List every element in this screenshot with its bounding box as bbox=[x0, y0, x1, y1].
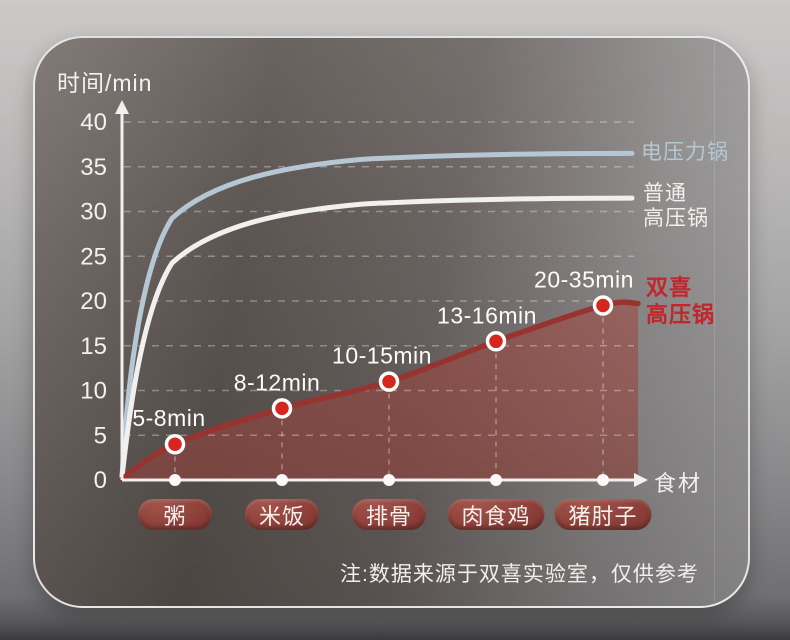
y-tick-label: 5 bbox=[94, 422, 107, 449]
y-tick-label: 0 bbox=[94, 467, 107, 494]
electric-pressure-cooker-curve bbox=[119, 150, 635, 480]
x-axis-arrow bbox=[634, 473, 648, 487]
legend-electric-pressure-cooker: 电压力锅 bbox=[641, 141, 729, 164]
data-point-猪肘子 bbox=[592, 295, 614, 316]
y-tick-label: 15 bbox=[80, 333, 107, 360]
point-label: 20-35min bbox=[534, 267, 634, 293]
point-label: 10-15min bbox=[332, 343, 432, 369]
point-label: 13-16min bbox=[437, 302, 537, 328]
point-label: 5-8min bbox=[132, 405, 205, 431]
data-point-米饭 bbox=[271, 398, 293, 419]
y-tick-label: 40 bbox=[80, 109, 107, 136]
ordinary-pressure-cooker-curve bbox=[119, 195, 635, 480]
axis-dot-肉食鸡 bbox=[490, 474, 502, 486]
axis-dot-粥 bbox=[169, 474, 181, 486]
point-label: 8-12min bbox=[234, 369, 321, 395]
category-pill-3: 排骨 bbox=[351, 499, 427, 530]
y-axis-arrow bbox=[115, 100, 129, 114]
category-pill-4: 肉食鸡 bbox=[447, 499, 545, 530]
data-point-排骨 bbox=[378, 371, 400, 392]
data-point-粥 bbox=[164, 433, 186, 455]
x-axis-label: 食材 bbox=[654, 471, 703, 496]
legend-shuangxi-pressure-cooker: 双喜 高压锅 bbox=[646, 275, 716, 327]
shuangxi-area-fill bbox=[122, 302, 638, 480]
category-pill-5: 猪肘子 bbox=[554, 499, 652, 530]
y-tick-label: 25 bbox=[80, 243, 107, 270]
axis-dot-排骨 bbox=[383, 474, 395, 486]
category-pill-1: 粥 bbox=[138, 499, 212, 530]
legend-ordinary-pressure-cooker: 普通 高压锅 bbox=[643, 182, 709, 230]
y-tick-label: 35 bbox=[80, 154, 107, 181]
y-tick-label: 30 bbox=[80, 199, 107, 226]
category-pill-2: 米饭 bbox=[244, 499, 320, 530]
card-highlight-line bbox=[714, 42, 715, 602]
axis-dot-米饭 bbox=[276, 474, 288, 486]
y-tick-label: 10 bbox=[80, 378, 107, 405]
data-point-肉食鸡 bbox=[485, 331, 507, 352]
y-axis-title: 时间/min bbox=[57, 70, 153, 96]
footnote: 注:数据来源于双喜实验室，仅供参考 bbox=[340, 563, 699, 586]
axis-dot-猪肘子 bbox=[597, 474, 609, 486]
y-tick-label: 20 bbox=[80, 288, 107, 315]
